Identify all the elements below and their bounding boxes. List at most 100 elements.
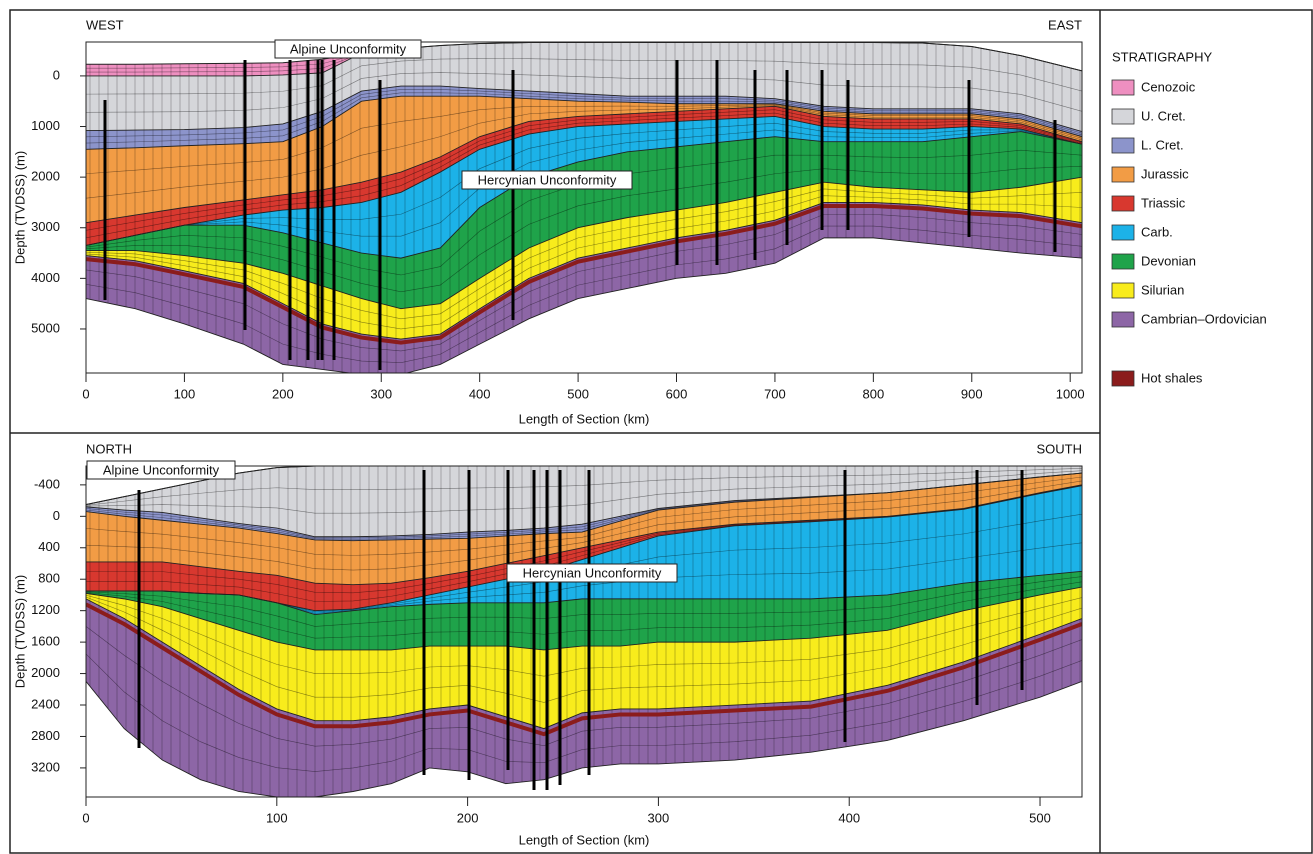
legend-label: Devonian (1141, 253, 1196, 268)
mesh-horizon (86, 165, 1082, 293)
legend-label: Triassic (1141, 195, 1186, 210)
outer-frame (9, 9, 1313, 854)
mesh-horizon (86, 626, 1082, 747)
horizon (86, 472, 1082, 542)
mesh-horizon (86, 581, 1082, 639)
mesh-horizon (86, 92, 1082, 144)
annotation-box (461, 170, 633, 190)
x-axis-label: Length of Section (km) (519, 411, 650, 426)
x-tick-label: 900 (961, 386, 983, 401)
annotation: Hercynian Unconformity (478, 172, 617, 187)
corner-label: EAST (1048, 17, 1082, 32)
horizon (86, 176, 1082, 310)
mesh-horizon (86, 149, 1082, 276)
y-tick-label: 4000 (31, 270, 60, 285)
mesh-horizon (86, 213, 1082, 352)
mesh-horizon (86, 104, 1082, 175)
x-tick-label: 300 (648, 810, 670, 825)
legend-label: Jurassic (1141, 166, 1189, 181)
annotation-box (506, 563, 678, 583)
horizon (86, 681, 1082, 797)
legend-swatch (1111, 195, 1135, 212)
mesh-horizon (86, 476, 1082, 556)
corner-label: SOUTH (1037, 441, 1083, 456)
legend-swatch (1111, 224, 1135, 241)
y-tick-label: -400 (34, 476, 60, 491)
annotation: Alpine Unconformity (103, 462, 220, 477)
horizon (86, 484, 1082, 586)
y-tick-label: 0 (53, 508, 60, 523)
horizon (86, 95, 1082, 150)
corner-label: NORTH (86, 441, 132, 456)
horizon (86, 570, 1082, 616)
annotation-box (86, 460, 236, 480)
mesh-horizon (86, 112, 1082, 239)
annotation: Alpine Unconformity (290, 41, 407, 56)
layer (86, 466, 1082, 537)
legend-swatch (1111, 79, 1135, 96)
y-tick-label: 2000 (31, 169, 60, 184)
legend-swatch (1111, 108, 1135, 125)
annotation: Hercynian Unconformity (523, 565, 662, 580)
y-tick-label: 2000 (31, 665, 60, 680)
mesh-horizon (86, 58, 1082, 95)
y-tick-label: 3200 (31, 759, 60, 774)
mesh-horizon (86, 594, 1082, 677)
mesh-horizon (86, 596, 1082, 703)
x-tick-label: 100 (174, 386, 196, 401)
horizon (86, 115, 1082, 246)
surface (86, 42, 1082, 72)
horizon (86, 131, 1082, 259)
legend-label: Carb. (1141, 224, 1173, 239)
mesh-horizon (86, 470, 1082, 514)
legend-swatch (1111, 282, 1135, 299)
layer (86, 42, 1082, 76)
horizon (86, 105, 1082, 224)
section (86, 466, 1082, 797)
y-axis-label: Depth (TVDSS) (m) (12, 151, 27, 264)
horizon (86, 237, 1082, 373)
x-tick-label: 300 (370, 386, 392, 401)
mesh-horizon (86, 576, 1082, 627)
x-tick-label: 500 (567, 386, 589, 401)
legend-swatch (1111, 311, 1135, 328)
x-tick-label: 200 (457, 810, 479, 825)
plot-frame (85, 465, 1083, 798)
mesh-horizon (86, 468, 1082, 506)
section (86, 42, 1082, 373)
y-tick-label: 0 (53, 67, 60, 82)
y-tick-label: 1000 (31, 118, 60, 133)
legend-label: U. Cret. (1141, 108, 1186, 123)
x-tick-label: 100 (266, 810, 288, 825)
legend-label: Cambrian–Ordovician (1141, 311, 1267, 326)
x-tick-label: 400 (469, 386, 491, 401)
mesh-horizon (86, 89, 1082, 138)
x-tick-label: 700 (764, 386, 786, 401)
y-tick-label: 2400 (31, 696, 60, 711)
x-tick-label: 500 (1029, 810, 1051, 825)
hot-shale (86, 203, 1082, 345)
annotation-box (274, 39, 422, 59)
mesh-horizon (86, 109, 1082, 231)
mesh-horizon (86, 129, 1082, 246)
legend-label: L. Cret. (1141, 137, 1184, 152)
x-tick-label: 0 (82, 810, 89, 825)
legend-swatch (1111, 370, 1135, 387)
legend-title: STRATIGRAPHY (1112, 49, 1212, 64)
x-tick-label: 200 (272, 386, 294, 401)
y-tick-label: 1600 (31, 634, 60, 649)
mesh-horizon (86, 195, 1082, 330)
legend-swatch (1111, 253, 1135, 270)
y-tick-label: 3000 (31, 219, 60, 234)
mesh-horizon (86, 72, 1082, 113)
mesh-horizon (86, 653, 1082, 772)
horizon (86, 85, 1082, 133)
legend-label: Silurian (1141, 282, 1184, 297)
legend-swatch (1111, 166, 1135, 183)
x-tick-label: 0 (82, 386, 89, 401)
y-tick-label: 400 (38, 539, 60, 554)
mesh-horizon (86, 225, 1082, 364)
x-tick-label: 800 (863, 386, 885, 401)
y-tick-label: 1200 (31, 602, 60, 617)
corner-label: WEST (86, 17, 124, 32)
